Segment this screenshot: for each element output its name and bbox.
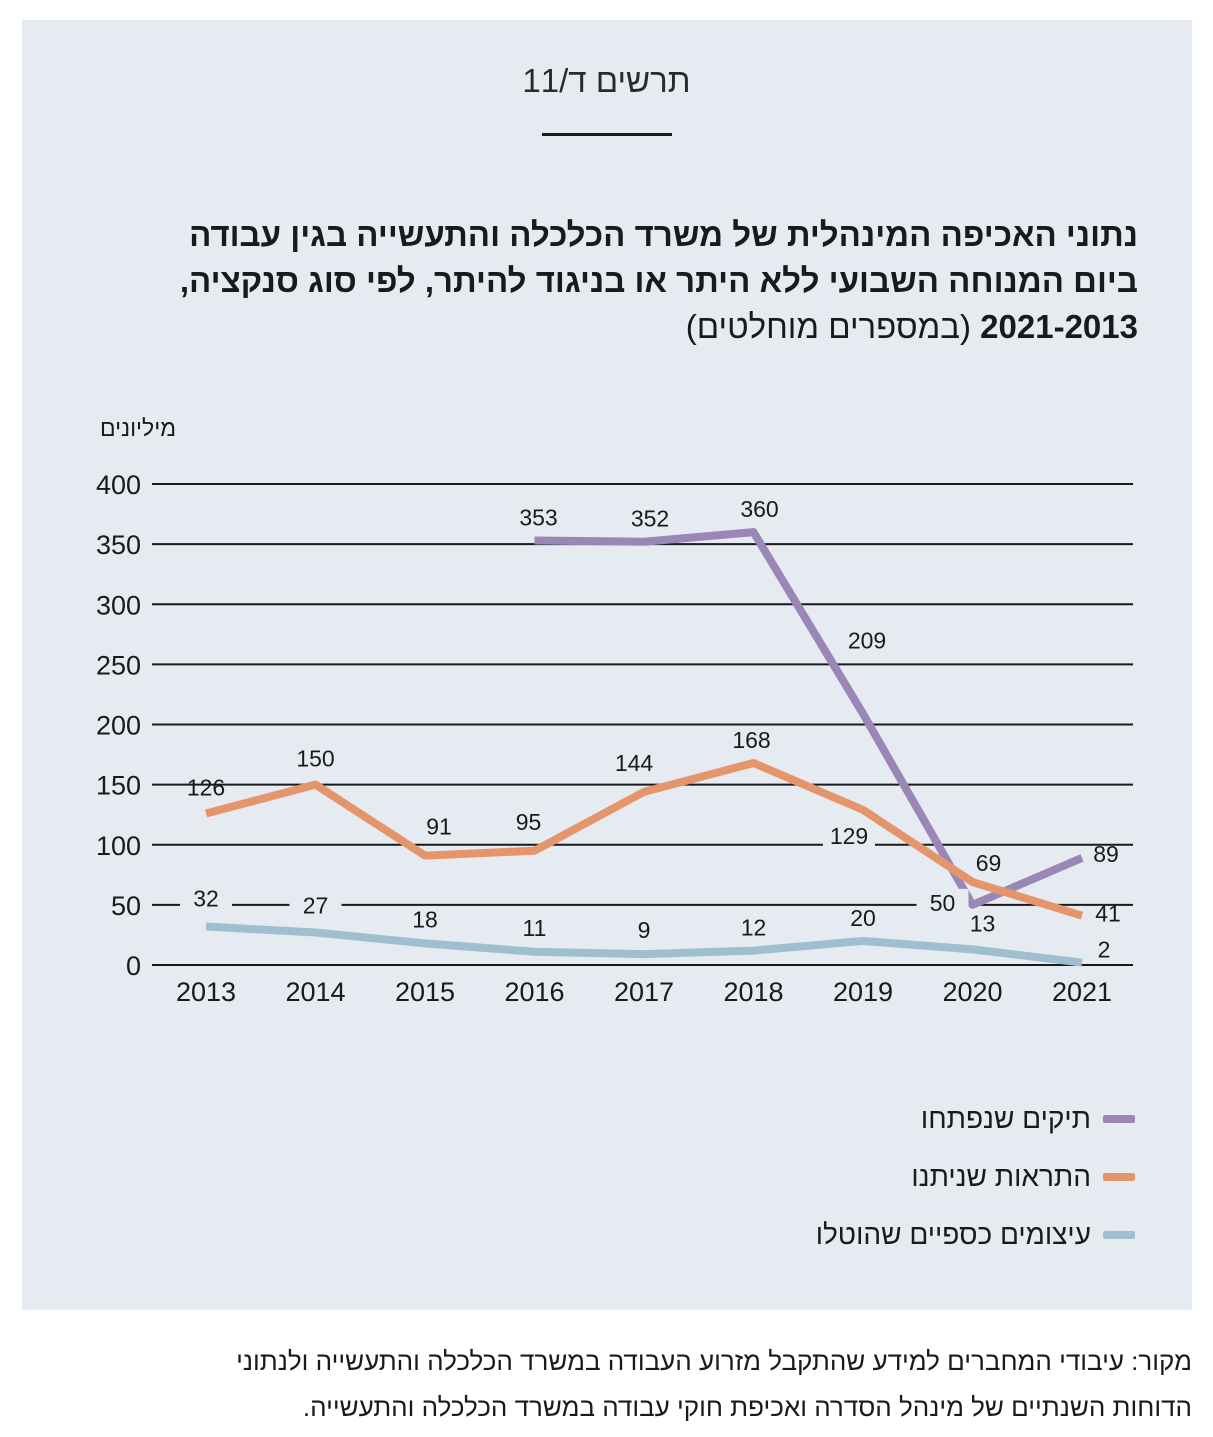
data-label-bg [289,891,342,922]
source-line-2: הדוחות השנתיים של מינהל הסדרה ואכיפת חוק… [302,1392,1192,1422]
x-tick-label: 2013 [176,977,236,1007]
y-axis-label: מיליונים [100,415,176,441]
y-tick-label: 250 [96,650,141,680]
legend-item: התראות שניתנו [816,1148,1135,1206]
data-label: 91 [426,814,452,840]
data-label: 11 [523,915,547,941]
source-note: מקור: עיבודי המחברים למידע שהתקבל מזרוע … [20,1338,1192,1430]
y-tick-label: 400 [96,470,141,500]
source-line-1: מקור: עיבודי המחברים למידע שהתקבל מזרוע … [236,1346,1192,1376]
data-label: 12 [741,915,767,941]
data-label: 2 [1098,937,1111,963]
series-line-blue [205,922,1083,967]
x-tick-label: 2020 [942,977,1002,1007]
data-label: 41 [1095,901,1121,927]
title-units: (במספרים מוחלטים) [685,308,971,345]
data-label: 32 [193,886,219,912]
data-label-bg [956,909,1009,940]
data-label: 150 [296,746,334,772]
legend-label: תיקים שנפתחו [920,1103,1091,1134]
data-label: 50 [930,890,956,916]
data-label: 69 [976,850,1002,876]
data-label: 129 [830,823,868,849]
data-label: 144 [615,750,654,776]
data-label-bg [180,884,232,915]
data-label: 9 [638,917,651,943]
y-tick-label: 50 [111,891,141,921]
y-tick-label: 100 [96,831,141,861]
x-tick-label: 2019 [833,977,893,1007]
series-line-orange [204,758,1084,920]
chart-title: נתוני האכיפה המינהלית של משרד הכלכלה והת… [70,212,1138,350]
y-tick-label: 300 [96,590,141,620]
legend-swatch [1103,1173,1135,1181]
figure-label: תרשים ד/11 [522,62,691,99]
data-label: 89 [1093,841,1119,867]
y-tick-label: 200 [96,711,141,741]
data-label: 126 [187,774,225,800]
data-label: 27 [303,893,329,919]
x-tick-label: 2016 [504,977,564,1007]
x-tick-label: 2015 [395,977,455,1007]
legend-swatch [1103,1231,1135,1239]
y-tick-label: 0 [126,951,141,981]
data-label: 209 [848,628,886,654]
data-label: 360 [740,496,778,522]
legend-item: תיקים שנפתחו [816,1090,1135,1148]
data-label: 18 [412,906,438,932]
data-label: 20 [850,905,876,931]
data-label: 95 [516,809,542,835]
data-label: 168 [732,727,770,753]
y-tick-label: 150 [96,771,141,801]
x-tick-label: 2018 [723,977,783,1007]
data-label: 13 [970,910,996,936]
legend-label: עיצומים כספיים שהוטלו [815,1219,1091,1250]
data-label: 353 [519,505,557,531]
title-years: 2021-2013 [980,308,1138,345]
x-tick-label: 2021 [1052,977,1112,1007]
legend-label: התראות שניתנו [911,1161,1091,1192]
legend-item: עיצומים כספיים שהוטלו [816,1206,1135,1264]
legend-swatch [1103,1115,1135,1123]
y-tick-label: 350 [96,530,141,560]
data-label-bg [823,821,875,852]
series-line-purple [534,528,1084,909]
title-line-2: ביום המנוחה השבועי ללא היתר או בניגוד לה… [179,262,1138,299]
x-tick-label: 2014 [285,977,345,1007]
figure-label-rule [542,133,672,136]
x-tick-label: 2017 [614,977,674,1007]
title-line-1: נתוני האכיפה המינהלית של משרד הכלכלה והת… [189,216,1138,253]
title-line-3: 2021-2013 (במספרים מוחלטים) [70,304,1138,350]
data-label: 352 [631,506,669,532]
chart-legend: תיקים שנפתחו התראות שניתנו עיצומים כספיים … [816,1090,1135,1264]
